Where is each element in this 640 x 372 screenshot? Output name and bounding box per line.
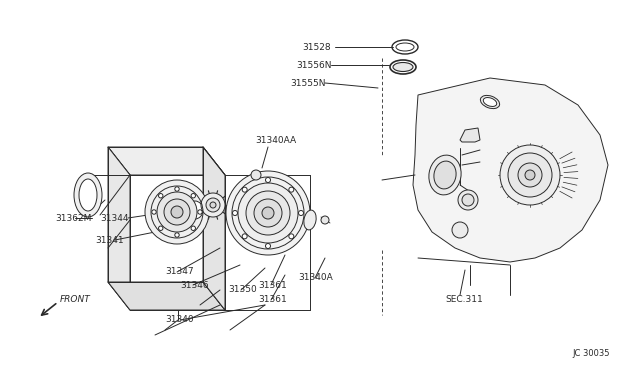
Circle shape bbox=[171, 206, 183, 218]
Circle shape bbox=[500, 145, 560, 205]
Polygon shape bbox=[108, 147, 225, 175]
Circle shape bbox=[242, 187, 247, 192]
Text: 31340: 31340 bbox=[165, 315, 194, 324]
Circle shape bbox=[175, 233, 179, 237]
Text: FRONT: FRONT bbox=[60, 295, 91, 305]
Circle shape bbox=[452, 222, 468, 238]
Ellipse shape bbox=[434, 161, 456, 189]
Ellipse shape bbox=[481, 95, 500, 109]
Circle shape bbox=[238, 183, 298, 243]
Text: SEC.311: SEC.311 bbox=[445, 295, 483, 305]
Circle shape bbox=[289, 234, 294, 239]
Circle shape bbox=[201, 193, 225, 217]
Polygon shape bbox=[108, 147, 130, 310]
Circle shape bbox=[226, 171, 310, 255]
Circle shape bbox=[262, 207, 274, 219]
Ellipse shape bbox=[429, 155, 461, 195]
Circle shape bbox=[251, 170, 261, 180]
Circle shape bbox=[462, 194, 474, 206]
Text: 31350: 31350 bbox=[228, 285, 257, 295]
Circle shape bbox=[254, 199, 282, 227]
Text: 31340AA: 31340AA bbox=[255, 135, 296, 144]
Ellipse shape bbox=[74, 173, 102, 217]
Circle shape bbox=[152, 210, 156, 214]
Text: 31362M: 31362M bbox=[55, 214, 92, 222]
Circle shape bbox=[289, 187, 294, 192]
Circle shape bbox=[164, 199, 190, 225]
Circle shape bbox=[298, 211, 303, 215]
Text: 31346: 31346 bbox=[180, 280, 209, 289]
Circle shape bbox=[191, 193, 195, 198]
Circle shape bbox=[198, 210, 202, 214]
Text: 31347: 31347 bbox=[165, 267, 194, 276]
Circle shape bbox=[246, 191, 290, 235]
Text: JC 30035: JC 30035 bbox=[573, 349, 610, 358]
Circle shape bbox=[232, 211, 237, 215]
Circle shape bbox=[159, 193, 163, 198]
Text: 31340A: 31340A bbox=[298, 273, 333, 282]
Text: 31344: 31344 bbox=[100, 214, 129, 222]
Circle shape bbox=[175, 187, 179, 191]
Ellipse shape bbox=[483, 97, 497, 106]
Circle shape bbox=[266, 244, 271, 248]
Circle shape bbox=[508, 153, 552, 197]
Circle shape bbox=[242, 234, 247, 239]
Ellipse shape bbox=[187, 201, 203, 219]
Circle shape bbox=[321, 216, 329, 224]
Circle shape bbox=[157, 192, 197, 232]
Polygon shape bbox=[460, 128, 480, 142]
Circle shape bbox=[266, 177, 271, 183]
Text: 31341: 31341 bbox=[95, 235, 124, 244]
Polygon shape bbox=[203, 147, 225, 310]
Ellipse shape bbox=[184, 198, 206, 222]
Ellipse shape bbox=[79, 179, 97, 211]
Circle shape bbox=[210, 202, 216, 208]
Ellipse shape bbox=[396, 43, 414, 51]
Circle shape bbox=[145, 180, 209, 244]
Text: 31361: 31361 bbox=[258, 295, 287, 305]
Ellipse shape bbox=[393, 62, 413, 71]
Text: 31361: 31361 bbox=[258, 280, 287, 289]
Ellipse shape bbox=[304, 210, 316, 230]
Circle shape bbox=[518, 163, 542, 187]
Polygon shape bbox=[108, 282, 225, 310]
Polygon shape bbox=[413, 78, 608, 262]
Text: 31528: 31528 bbox=[302, 42, 331, 51]
Text: 31556N: 31556N bbox=[296, 61, 332, 70]
Circle shape bbox=[206, 198, 220, 212]
Circle shape bbox=[458, 190, 478, 210]
Circle shape bbox=[525, 170, 535, 180]
Circle shape bbox=[191, 226, 195, 231]
Text: 31555N: 31555N bbox=[290, 78, 326, 87]
Circle shape bbox=[159, 226, 163, 231]
